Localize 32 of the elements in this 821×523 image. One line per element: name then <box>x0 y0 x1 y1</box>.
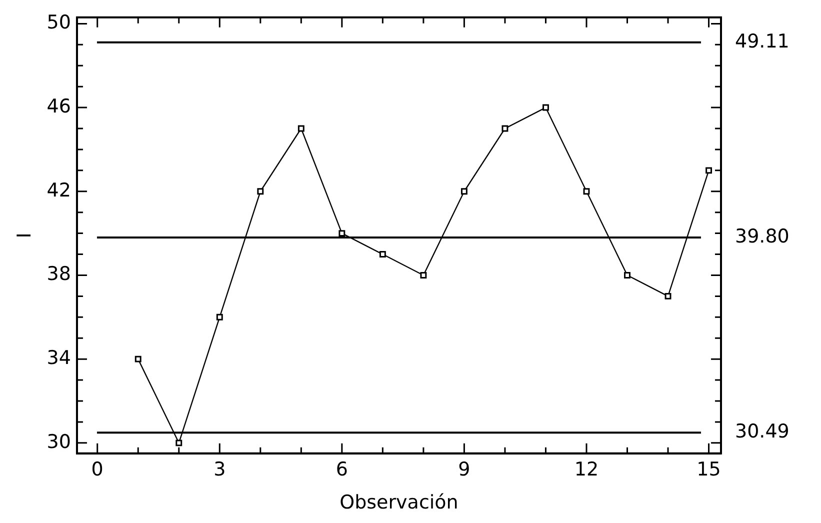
y-tick-label: 30 <box>46 430 71 453</box>
point <box>176 440 182 446</box>
point <box>664 292 672 300</box>
point <box>420 272 427 278</box>
x-tick-label: 12 <box>574 458 599 481</box>
y-tick-label: 38 <box>46 263 71 286</box>
ref-line-label: 30.49 <box>735 420 790 443</box>
point <box>706 167 712 174</box>
ref-line-label: 39.80 <box>735 225 790 248</box>
x-tick-label: 0 <box>91 458 104 481</box>
y-tick-label: 46 <box>46 95 71 118</box>
y-tick-label: 50 <box>46 12 71 34</box>
point <box>298 125 304 132</box>
point <box>216 314 223 320</box>
point <box>257 188 264 195</box>
point <box>502 125 508 132</box>
point <box>338 230 346 237</box>
x-tick-label: 6 <box>336 458 348 481</box>
point <box>379 251 386 258</box>
x-tick-label: 15 <box>696 458 721 481</box>
point <box>624 272 630 278</box>
ref-line-label: 49.11 <box>735 30 790 52</box>
point <box>542 104 549 111</box>
x-axis-title: Observación <box>340 492 458 514</box>
x-tick-label: 9 <box>458 458 470 481</box>
x-tick-label: 3 <box>214 458 226 481</box>
y-axis-title: I <box>13 232 36 238</box>
point <box>134 356 142 362</box>
point <box>583 188 590 195</box>
y-tick-label: 34 <box>46 347 71 370</box>
point <box>460 188 468 195</box>
y-tick-label: 42 <box>46 179 71 202</box>
